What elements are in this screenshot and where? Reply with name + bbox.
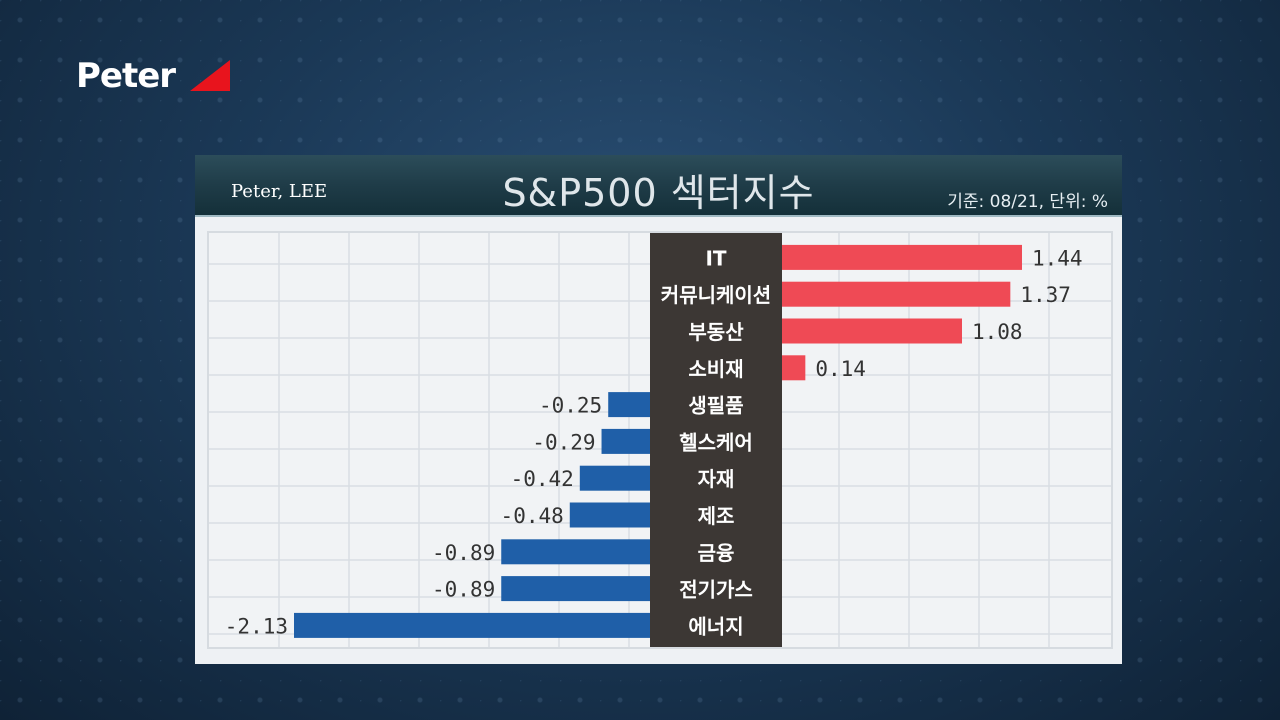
chart-header: Peter, LEE S&P500 섹터지수 기준: 08/21, 단위: % <box>195 155 1122 217</box>
value-label: 1.37 <box>1020 283 1071 307</box>
bar <box>608 392 650 418</box>
credit-text: Peter, LEE <box>231 181 328 202</box>
value-label: -0.29 <box>532 430 595 454</box>
value-label: -0.89 <box>432 541 495 565</box>
bar <box>501 539 650 565</box>
bar <box>601 428 650 454</box>
bar <box>782 355 806 381</box>
chart-title: S&P500 섹터지수 <box>502 171 815 215</box>
category-label: 소비재 <box>688 357 743 381</box>
value-label: -0.42 <box>511 467 574 491</box>
bar <box>782 318 962 344</box>
bar <box>579 465 650 491</box>
category-label: 전기가스 <box>679 578 753 602</box>
bar <box>501 576 650 602</box>
chart-panel: Peter, LEE S&P500 섹터지수 기준: 08/21, 단위: % … <box>195 155 1122 664</box>
value-label: -2.13 <box>225 614 288 638</box>
value-label: -0.48 <box>501 504 564 528</box>
category-label: 에너지 <box>688 614 743 638</box>
bar <box>782 244 1022 270</box>
category-label: 헬스케어 <box>679 430 753 454</box>
plot-area: IT 1.44 커뮤니케이션 1.37 부동산 1.08 소비재 0.14 생필품 -0.25 헬스… <box>207 231 1113 649</box>
category-label: 부동산 <box>688 320 744 344</box>
bar <box>294 612 650 638</box>
value-label: 0.14 <box>815 357 866 381</box>
logo-text: Peter <box>76 56 176 96</box>
value-label: -0.25 <box>539 394 602 418</box>
category-label: 생필품 <box>688 394 743 418</box>
bar-chart: IT 1.44 커뮤니케이션 1.37 부동산 1.08 소비재 0.14 생필품 -0.25 헬스… <box>209 233 1111 647</box>
category-label: 제조 <box>698 504 735 528</box>
unit-note: 기준: 08/21, 단위: % <box>947 192 1108 212</box>
logo-triangle <box>190 60 230 91</box>
value-label: -0.89 <box>432 578 495 602</box>
bar <box>569 502 650 528</box>
category-label-band <box>650 233 782 647</box>
bar <box>782 281 1011 307</box>
category-label: 금융 <box>698 541 735 565</box>
category-label: 자재 <box>698 467 735 491</box>
category-label: IT <box>705 246 726 270</box>
value-label: 1.44 <box>1032 246 1083 270</box>
value-label: 1.08 <box>972 320 1023 344</box>
category-label: 커뮤니케이션 <box>661 283 771 307</box>
